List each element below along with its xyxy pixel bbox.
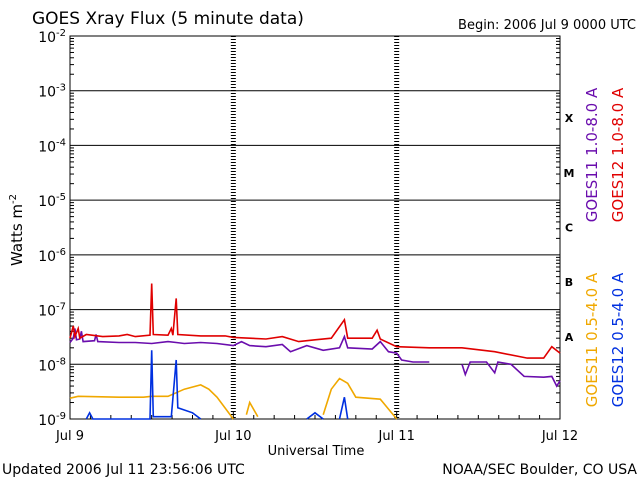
y-axis-label-exponent: -2 <box>8 194 19 204</box>
y-tick-label: 10-2 <box>38 28 66 46</box>
chart-title: GOES Xray Flux (5 minute data) <box>32 9 304 29</box>
series-line-0 <box>69 328 430 363</box>
x-tick-label: Jul 12 <box>541 429 578 444</box>
y-axis-label-text: Watts m <box>8 204 26 266</box>
y-tick-label: 10-3 <box>38 83 66 101</box>
series-line-2-segment-1 <box>322 377 398 420</box>
flare-class-label: A <box>565 331 574 344</box>
series-line-3 <box>85 350 202 420</box>
y-tick-label: 10-5 <box>38 192 66 210</box>
x-tick-label: Jul 9 <box>55 429 84 444</box>
x-tick-label: Jul 10 <box>214 429 251 444</box>
begin-label: Begin: 2006 Jul 9 0000 UTC <box>458 18 636 33</box>
flare-class-label: C <box>565 222 573 235</box>
legend-item: GOES11 1.0-8.0 A <box>583 87 601 222</box>
y-tick-label: 10-8 <box>38 356 66 374</box>
legend-item: GOES11 0.5-4.0 A <box>583 272 601 407</box>
svg-text:Watts m-2: Watts m-2 <box>8 194 26 266</box>
y-tick-label: 10-9 <box>38 411 66 429</box>
series-line-3-segment-0 <box>306 411 324 420</box>
legend-item: GOES12 1.0-8.0 A <box>609 87 627 222</box>
flare-class-label: M <box>564 167 575 180</box>
y-tick-label: 10-7 <box>38 302 66 320</box>
series-line-3-segment-1 <box>338 397 349 420</box>
flare-class-label: B <box>565 276 573 289</box>
x-tick-label: Jul 11 <box>377 429 414 444</box>
x-axis-label: Universal Time <box>268 444 365 459</box>
series-line-2 <box>69 384 234 420</box>
y-tick-label: 10-4 <box>38 137 66 155</box>
legend-item: GOES12 0.5-4.0 A <box>609 272 627 407</box>
y-axis-label: Watts m-2 <box>8 194 26 266</box>
footer-credit: NOAA/SEC Boulder, CO USA <box>442 462 637 478</box>
series-line-0-segment-0 <box>461 361 561 388</box>
series-line-1 <box>69 283 561 359</box>
footer-updated: Updated 2006 Jul 11 23:56:06 UTC <box>2 462 245 478</box>
series-line-2-segment-0 <box>245 400 259 418</box>
y-tick-label: 10-6 <box>38 247 66 265</box>
flare-class-label: X <box>565 112 574 125</box>
